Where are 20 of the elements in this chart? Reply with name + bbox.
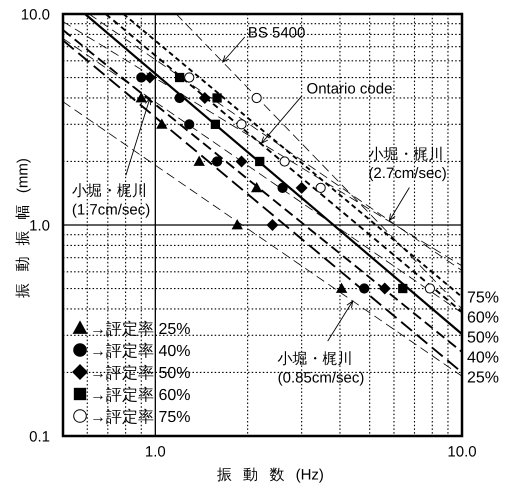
- legend-label: →評定率 75%: [90, 408, 190, 426]
- y-tick-label: 10.0: [20, 6, 50, 24]
- series-label: 60%: [467, 310, 500, 327]
- series-label: 50%: [467, 330, 500, 347]
- legend-label: →評定率 40%: [90, 342, 190, 360]
- y-axis-title: 振 動 振 幅 (mm): [14, 158, 32, 298]
- y-tick-label: 0.1: [29, 428, 50, 446]
- legend-label: →評定率 25%: [90, 320, 190, 338]
- x-axis-title: 振 動 数 (Hz): [217, 466, 324, 484]
- series-label: 75%: [467, 290, 500, 307]
- series-label: 25%: [467, 370, 500, 387]
- annotation: 小堀・梶川 (2.7cm/sec): [368, 146, 447, 182]
- legend-label: →評定率 50%: [90, 364, 190, 382]
- annotation: 小堀・梶川 (1.7cm/sec): [72, 182, 150, 219]
- annotation: 小堀・梶川 (0.85cm/sec): [278, 350, 364, 386]
- annotation: Ontario code: [306, 80, 392, 98]
- y-tick-label: 1.0: [29, 217, 50, 234]
- annotation: BS 5400: [248, 24, 306, 42]
- legend-label: →評定率 60%: [90, 386, 190, 404]
- series-label: 40%: [467, 350, 500, 367]
